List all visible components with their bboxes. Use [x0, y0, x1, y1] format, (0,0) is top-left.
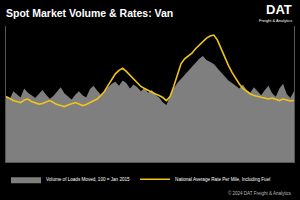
- svg-text:Spot Market Volume & Rates: Va: Spot Market Volume & Rates: Van: [6, 7, 173, 19]
- svg-text:© 2024 DAT Freight & Analytics: © 2024 DAT Freight & Analytics: [228, 190, 292, 196]
- svg-text:Freight & Analytics: Freight & Analytics: [259, 18, 292, 23]
- svg-text:National Average Rate Per Mile: National Average Rate Per Mile, Includin…: [175, 177, 270, 182]
- svg-text:Volume of Loads Moved, 100 = J: Volume of Loads Moved, 100 = Jan 2015: [46, 177, 130, 182]
- svg-text:DAT: DAT: [266, 2, 292, 17]
